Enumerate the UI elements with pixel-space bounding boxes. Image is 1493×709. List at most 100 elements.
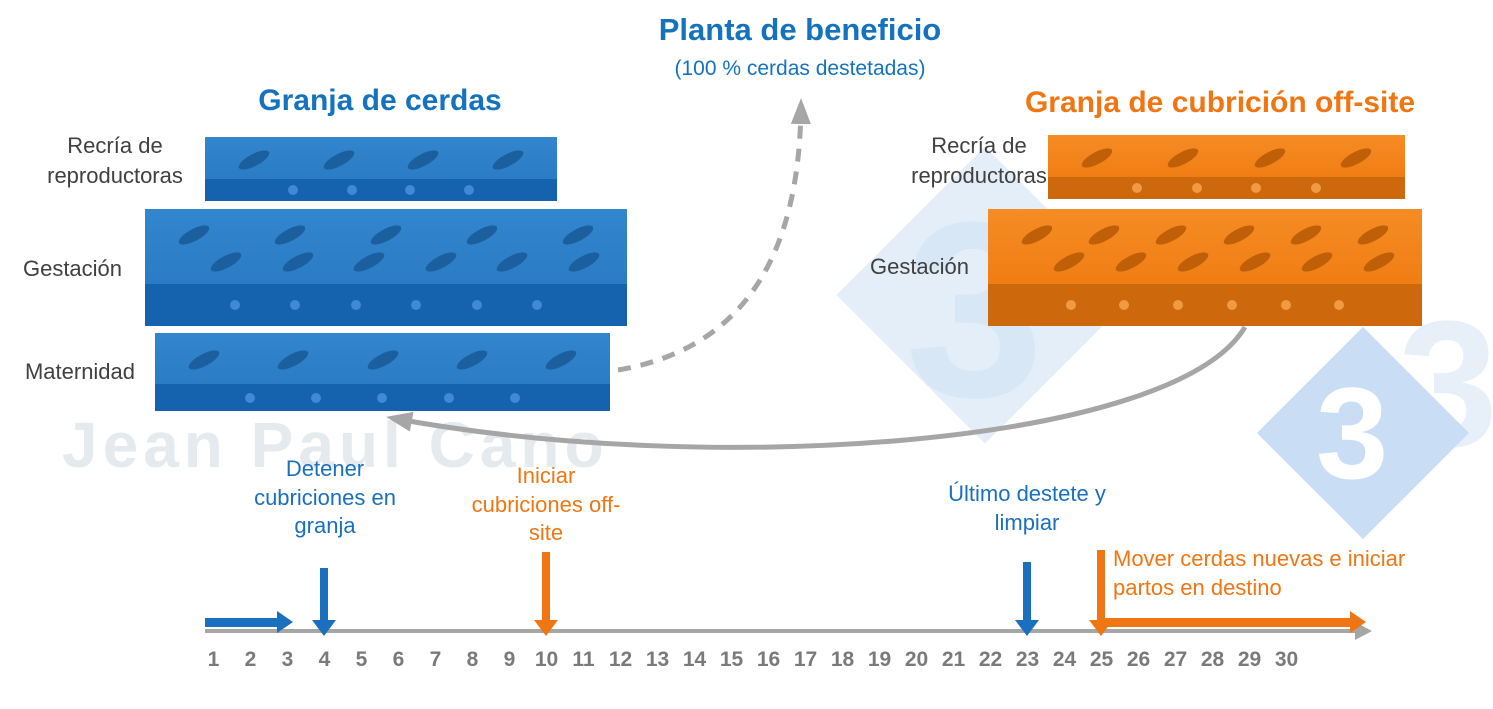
timeline-tick: 23 <box>1015 648 1040 671</box>
left-gestacion-label: Gestación <box>22 256 123 281</box>
barn-roof <box>145 209 627 285</box>
arrow-head <box>1015 620 1039 636</box>
barn-wall <box>988 284 1422 326</box>
pig-oval-icon <box>1220 221 1257 249</box>
barn-wall <box>145 284 627 326</box>
pig-oval-icon <box>1051 248 1087 275</box>
pig-row <box>169 221 603 249</box>
barn-wall <box>155 384 610 411</box>
pig-oval-icon <box>351 248 388 275</box>
right-gestacion-label: Gestación <box>869 254 970 279</box>
pig-oval-icon <box>464 221 500 249</box>
left-farm-title: Granja de cerdas <box>258 84 502 117</box>
left-recria-barn <box>205 137 557 201</box>
left-maternidad-label: Maternidad <box>24 359 136 384</box>
pig-oval-icon <box>422 248 459 275</box>
timeline-tick: 15 <box>719 648 744 671</box>
pig-dot-icon <box>1173 300 1184 311</box>
timeline-tick: 10 <box>534 648 559 671</box>
arrow-shaft <box>1097 550 1105 620</box>
pig-row <box>1012 248 1398 275</box>
timeline-tick: 14 <box>682 648 707 671</box>
pig-oval-icon <box>176 221 212 249</box>
pig-dot-icon <box>229 300 240 311</box>
timeline-axis <box>205 629 1357 633</box>
arrow-shaft <box>1104 617 1350 627</box>
pig-dot-icon <box>1280 300 1291 311</box>
pig-dot-icon <box>1311 183 1322 194</box>
pig-dot-icon <box>1334 300 1345 311</box>
right-recria-barn <box>1048 135 1405 199</box>
pig-dot-icon <box>411 300 422 311</box>
pig-oval-icon <box>1355 221 1391 249</box>
week10-marker-arrow-icon <box>534 552 558 636</box>
barn-roof <box>155 333 610 385</box>
timeline-tick: 24 <box>1052 648 1077 671</box>
pig-oval-icon <box>279 248 316 275</box>
pig-dot-icon <box>1191 183 1202 194</box>
pig-oval-icon <box>368 221 404 249</box>
pig-oval-icon <box>1237 248 1273 275</box>
timeline-tick: 19 <box>867 648 892 671</box>
timeline-tick: 16 <box>756 648 781 671</box>
pig-oval-icon <box>1113 248 1149 275</box>
week4-marker-arrow-icon <box>312 568 336 636</box>
arrow-head <box>1350 611 1366 633</box>
pig-oval-icon <box>566 248 602 275</box>
arrow-head <box>277 611 293 633</box>
timeline-tick: 29 <box>1237 648 1262 671</box>
timeline-ticks: 1 2 3 4 5 6 7 8 9 10 11 12 13 14 15 16 17 18 19 20 21 22 23 24 2… <box>195 648 1305 672</box>
timeline-tick: 20 <box>904 648 929 671</box>
pig-oval-icon <box>1287 221 1324 249</box>
timeline-tick: 25 <box>1089 648 1114 671</box>
pig-dot-icon <box>1251 183 1262 194</box>
timeline-tick: 3 <box>281 648 294 671</box>
planta-title: Planta de beneficio <box>658 12 942 47</box>
pig-oval-icon <box>543 346 579 374</box>
timeline-tick: 21 <box>941 648 966 671</box>
arrow-shaft <box>1023 562 1031 620</box>
pig-dot-icon <box>287 185 298 196</box>
timeline-tick: 5 <box>355 648 368 671</box>
timeline-tick: 2 <box>244 648 257 671</box>
timeline-tick: 30 <box>1274 648 1299 671</box>
pig-dot-icon <box>311 392 322 403</box>
timeline-tick: 11 <box>572 648 595 671</box>
right-farm-title: Granja de cubrición off-site <box>1024 86 1416 119</box>
start-period-arrow-icon <box>205 611 293 633</box>
event-iniciar-cubriciones: Iniciar cubriciones off-site <box>471 463 621 546</box>
arrow-shaft <box>320 568 328 620</box>
pig-dot-icon <box>1119 300 1130 311</box>
barn-roof <box>1048 135 1405 178</box>
pig-oval-icon <box>1019 221 1055 249</box>
timeline-tick: 26 <box>1126 648 1151 671</box>
pig-dot-icon <box>1065 300 1076 311</box>
pig-oval-icon <box>1165 144 1202 172</box>
pig-oval-icon <box>1251 144 1288 172</box>
timeline-tick: 22 <box>978 648 1003 671</box>
barn-roof <box>988 209 1422 285</box>
event-mover-cerdas: Mover cerdas nuevas e iniciar partos en … <box>1113 546 1406 600</box>
pig-dot-icon <box>464 185 475 196</box>
event-detener-cubriciones: Detener cubriciones en granja <box>254 456 396 539</box>
pig-oval-icon <box>272 221 308 249</box>
logo-diamond-watermark <box>1256 326 1470 540</box>
pig-oval-icon <box>494 248 531 275</box>
left-recria-label: Recría de reproductoras <box>47 133 183 188</box>
pig-oval-icon <box>186 346 222 374</box>
pig-dot-icon <box>471 300 482 311</box>
pig-dot-icon <box>346 185 357 196</box>
pig-oval-icon <box>1175 248 1211 275</box>
pig-oval-icon <box>560 221 596 249</box>
timeline-tick: 17 <box>793 648 818 671</box>
timeline-tick: 9 <box>503 648 516 671</box>
timeline-tick: 13 <box>645 648 670 671</box>
barn-wall <box>205 179 557 201</box>
arrow-shaft <box>205 617 277 627</box>
event-ultimo-destete: Último destete y limpiar <box>948 481 1106 535</box>
pig-dot-icon <box>245 392 256 403</box>
barn-roof <box>205 137 557 180</box>
timeline-tick: 1 <box>207 648 220 671</box>
pig-oval-icon <box>1086 221 1123 249</box>
timeline-tick: 27 <box>1163 648 1188 671</box>
